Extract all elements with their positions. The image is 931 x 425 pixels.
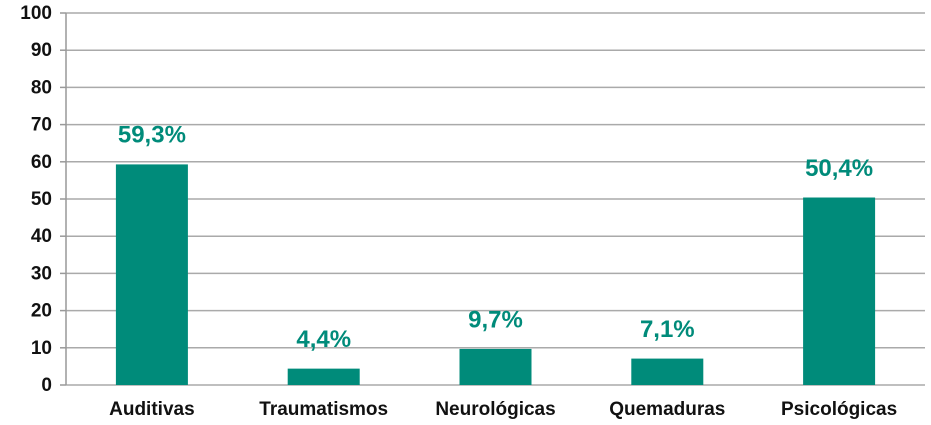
bar <box>115 164 188 385</box>
y-tick-label: 70 <box>31 115 52 136</box>
value-label: 59,3% <box>118 122 186 149</box>
y-tick-label: 90 <box>31 40 52 61</box>
y-tick-label: 60 <box>31 152 52 173</box>
y-tick-label: 10 <box>31 338 52 359</box>
bar <box>631 358 704 385</box>
bar <box>287 368 360 385</box>
bar <box>459 348 532 385</box>
x-tick-label: Quemaduras <box>609 399 725 420</box>
bar <box>803 197 876 385</box>
value-label: 9,7% <box>468 306 523 333</box>
y-tick-label: 100 <box>20 3 52 24</box>
x-tick-label: Auditivas <box>109 399 195 420</box>
y-tick-label: 30 <box>31 263 52 284</box>
value-label: 50,4% <box>805 155 873 182</box>
y-tick-label: 40 <box>31 226 52 247</box>
y-tick-label: 80 <box>31 77 52 98</box>
value-label: 7,1% <box>640 316 695 343</box>
y-tick-label: 50 <box>31 189 52 210</box>
x-tick-label: Neurológicas <box>435 399 555 420</box>
x-tick-label: Traumatismos <box>259 399 388 420</box>
y-tick-label: 20 <box>31 301 52 322</box>
x-tick-label: Psicológicas <box>781 399 897 420</box>
value-label: 4,4% <box>296 326 351 353</box>
y-tick-label: 0 <box>41 375 52 396</box>
